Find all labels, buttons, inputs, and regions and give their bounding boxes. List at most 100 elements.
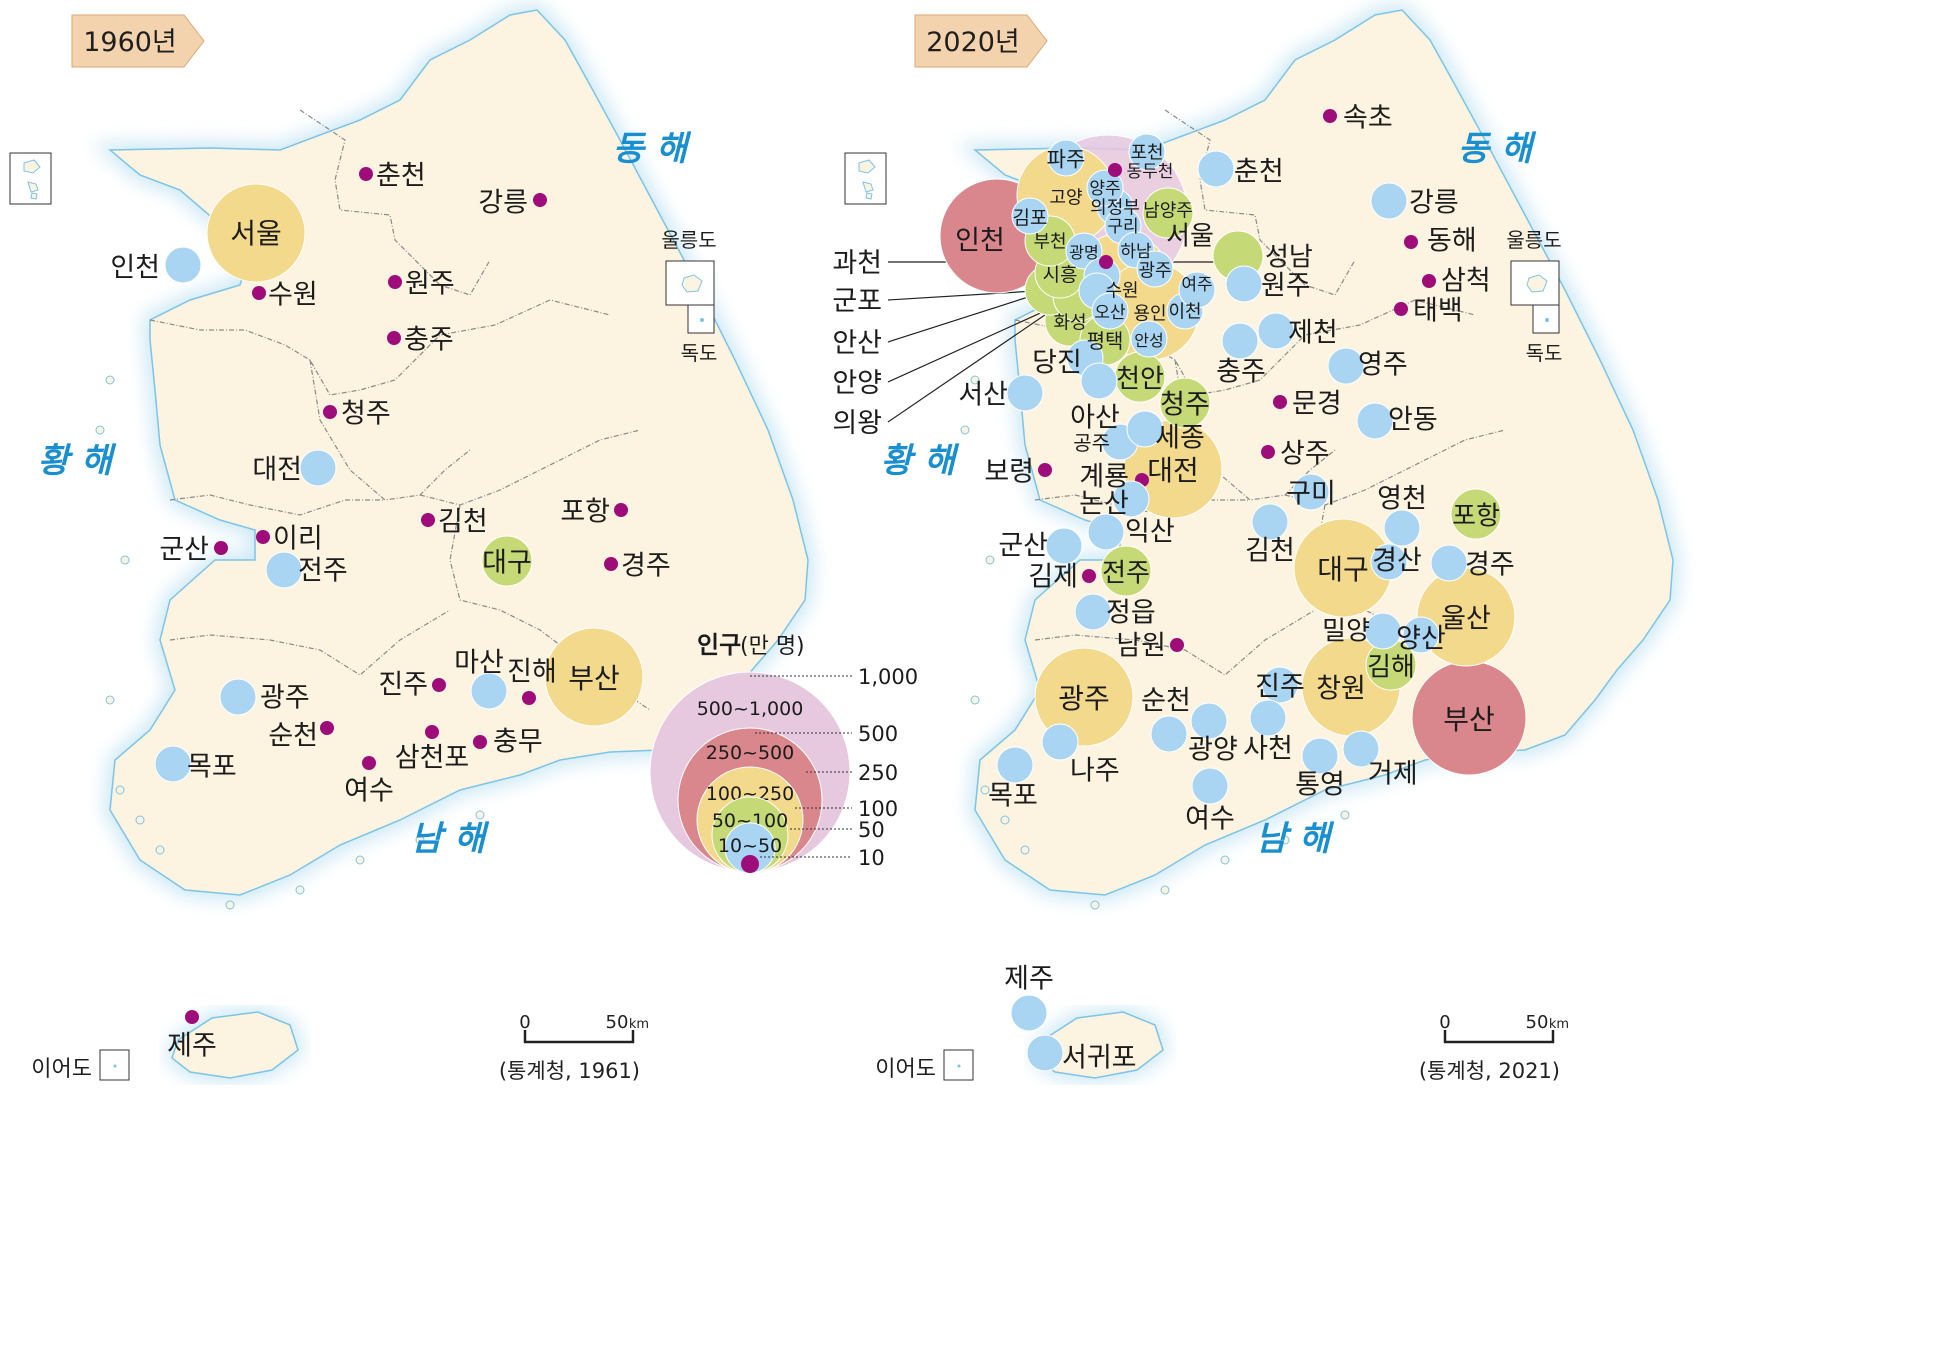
city-marker-10_50	[1197, 150, 1235, 188]
city-marker-10_50	[1327, 347, 1365, 385]
city-label: 광주	[1138, 260, 1171, 281]
city-label: 제주	[167, 1031, 217, 1062]
city-label: 진해	[507, 657, 557, 688]
city-label: 동두천	[1127, 162, 1174, 182]
scale-bar	[1443, 1030, 1555, 1044]
islet	[1020, 845, 1030, 855]
scale-unit: km	[629, 1017, 649, 1032]
city-marker-10_50	[1402, 616, 1440, 654]
city-label: 수원	[1105, 280, 1138, 301]
city-label: 안성	[1134, 331, 1163, 350]
city-marker-10_50	[164, 246, 202, 284]
legend-threshold: 1,000	[858, 665, 918, 689]
ieodo-label: 이어도	[875, 1057, 936, 1082]
city-label: 나주	[1070, 756, 1120, 787]
city-label: 대전	[252, 455, 302, 486]
islet	[960, 425, 970, 435]
legend-class-label: 10~50	[718, 835, 782, 857]
year-label: 1960년	[83, 27, 177, 58]
islet	[120, 555, 130, 565]
legend-class-label: 100~250	[706, 783, 794, 805]
city-label: 당진	[1032, 348, 1082, 379]
city-marker-lt10	[421, 513, 435, 527]
source-note: (통계청, 1961)	[499, 1059, 640, 1083]
city-marker-10_50	[1221, 322, 1259, 360]
legend-threshold: 250	[858, 761, 898, 785]
city-marker-lt10	[604, 557, 618, 571]
sea-name-south: 남 해	[1256, 819, 1335, 859]
city-label: 하남	[1120, 242, 1152, 262]
islet	[1280, 835, 1290, 845]
ieodo-rock	[113, 1064, 117, 1068]
city-label: 제천	[1288, 318, 1338, 349]
islet	[1000, 815, 1010, 825]
city-label: 밀양	[1322, 616, 1370, 646]
city-label: 인천	[955, 226, 1005, 257]
province-border	[299, 109, 491, 296]
city-marker-10_50	[1370, 543, 1408, 581]
city-label: 김제	[1028, 562, 1078, 593]
city-marker-10_50	[1041, 723, 1079, 761]
city-label: 고양	[1049, 187, 1082, 208]
city-label: 통영	[1295, 770, 1345, 801]
city-label: 문경	[1292, 389, 1342, 420]
city-marker-lt10	[320, 721, 334, 735]
city-label: 춘천	[376, 161, 426, 192]
city-marker-10_50	[1006, 374, 1044, 412]
city-label: 포천	[1130, 142, 1163, 163]
callout-label: 군포	[832, 286, 882, 317]
city-label: 부산	[1443, 703, 1495, 736]
city-marker-10_50	[1430, 544, 1468, 582]
city-marker-lt10	[185, 1010, 199, 1024]
city-label: 이리	[273, 524, 323, 555]
scale-max: 50	[606, 1012, 629, 1033]
city-marker-50_100	[1159, 377, 1211, 429]
city-label: 여주	[1181, 275, 1212, 295]
city-marker-10_50	[1086, 169, 1124, 207]
year-badge	[914, 14, 1048, 68]
ulleungdo-island	[1526, 274, 1548, 293]
city-marker-lt10	[252, 286, 266, 300]
city-label: 의정부	[1090, 197, 1140, 218]
city-label: 아산	[1070, 403, 1120, 434]
ieodo-frame	[943, 1049, 974, 1081]
city-label: 동해	[1427, 226, 1477, 257]
city-label: 수원	[268, 280, 318, 311]
islet	[105, 695, 115, 705]
year-label: 2020년	[926, 27, 1020, 58]
city-marker-lt10	[1108, 163, 1122, 177]
city-label: 남원	[1116, 631, 1166, 662]
city-label: 포항	[1452, 501, 1500, 531]
city-marker-10_50	[1010, 994, 1048, 1032]
city-label: 여수	[344, 776, 394, 807]
legend-class-label: 50~100	[712, 810, 788, 832]
city-label: 진주	[378, 670, 428, 701]
city-label: 군산	[998, 531, 1048, 562]
city-marker-10_50	[154, 745, 192, 783]
city-label: 광명	[1069, 243, 1098, 262]
city-label: 대전	[1147, 454, 1199, 487]
city-marker-lt10	[1422, 274, 1436, 288]
province-border	[169, 609, 451, 676]
callout-label: 안산	[832, 328, 882, 359]
city-label: 포항	[560, 497, 610, 528]
city-label: 경산	[1372, 546, 1422, 577]
city-marker-100_250	[544, 627, 644, 727]
callout-leader	[887, 289, 1051, 343]
dokdo-label: 독도	[681, 341, 718, 365]
inset-islets	[858, 159, 876, 200]
city-marker-100_250	[1034, 647, 1134, 747]
islet	[970, 375, 980, 385]
city-label: 울산	[1441, 604, 1491, 635]
province-border	[1034, 609, 1316, 676]
city-label: 천안	[1116, 364, 1164, 394]
city-marker-lt10	[1261, 445, 1275, 459]
city-label: 서울	[230, 217, 282, 250]
city-marker-10_50	[1356, 402, 1394, 440]
legend-threshold: 100	[858, 797, 898, 821]
legend-class-label: 250~500	[706, 742, 794, 764]
islet	[1220, 855, 1230, 865]
city-marker-10_50	[299, 449, 337, 487]
city-label: 사천	[1243, 734, 1293, 765]
city-marker-10_50	[1136, 250, 1174, 288]
